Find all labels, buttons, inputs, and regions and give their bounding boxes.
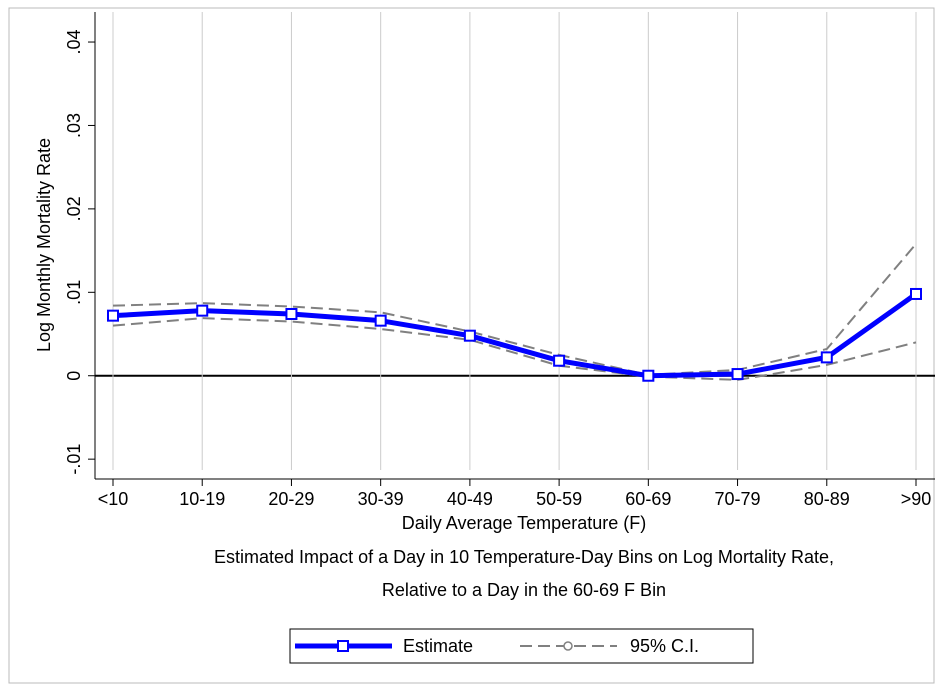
ci-line: [112, 317, 917, 381]
x-tick-label: 60-69: [625, 489, 671, 509]
estimate-marker: [107, 309, 119, 322]
estimate-marker: [285, 307, 298, 320]
x-axis-label: Daily Average Temperature (F): [402, 513, 646, 533]
legend-swatch: [563, 641, 573, 651]
x-tick-label: <10: [98, 489, 129, 509]
x-tick-label: 40-49: [447, 489, 493, 509]
legend-swatch: [337, 640, 349, 652]
estimate-marker: [731, 368, 744, 381]
x-tick-label: 50-59: [536, 489, 582, 509]
x-tick-label: 30-39: [358, 489, 404, 509]
x-tick-label: 80-89: [804, 489, 850, 509]
estimate-marker: [553, 354, 566, 367]
x-tick-label: 70-79: [715, 489, 761, 509]
x-tick-label: >90: [901, 489, 932, 509]
estimate-marker: [196, 304, 209, 317]
estimate-marker: [374, 314, 387, 327]
y-tick-label: -.01: [64, 444, 84, 475]
ci-line: [112, 243, 917, 376]
y-tick-label: .03: [64, 113, 84, 138]
estimate-line: [112, 291, 918, 379]
estimate-marker: [820, 351, 833, 364]
estimate-marker: [642, 369, 655, 382]
note: Estimated Impact of a Day in 10 Temperat…: [214, 547, 834, 567]
y-tick-label: .02: [64, 196, 84, 221]
y-tick-label: .01: [64, 280, 84, 305]
y-tick-label: 0: [64, 371, 84, 381]
note: Relative to a Day in the 60-69 F Bin: [382, 580, 666, 600]
legend-label: 95% C.I.: [630, 636, 699, 656]
legend-label: Estimate: [403, 636, 473, 656]
y-axis-label: Log Monthly Mortality Rate: [34, 138, 54, 352]
x-tick-label: 10-19: [179, 489, 225, 509]
estimate-marker: [463, 329, 476, 342]
estimate-marker: [910, 287, 922, 300]
frame: [8, 7, 935, 684]
y-tick-label: .04: [64, 30, 84, 55]
x-tick-label: 20-29: [268, 489, 314, 509]
